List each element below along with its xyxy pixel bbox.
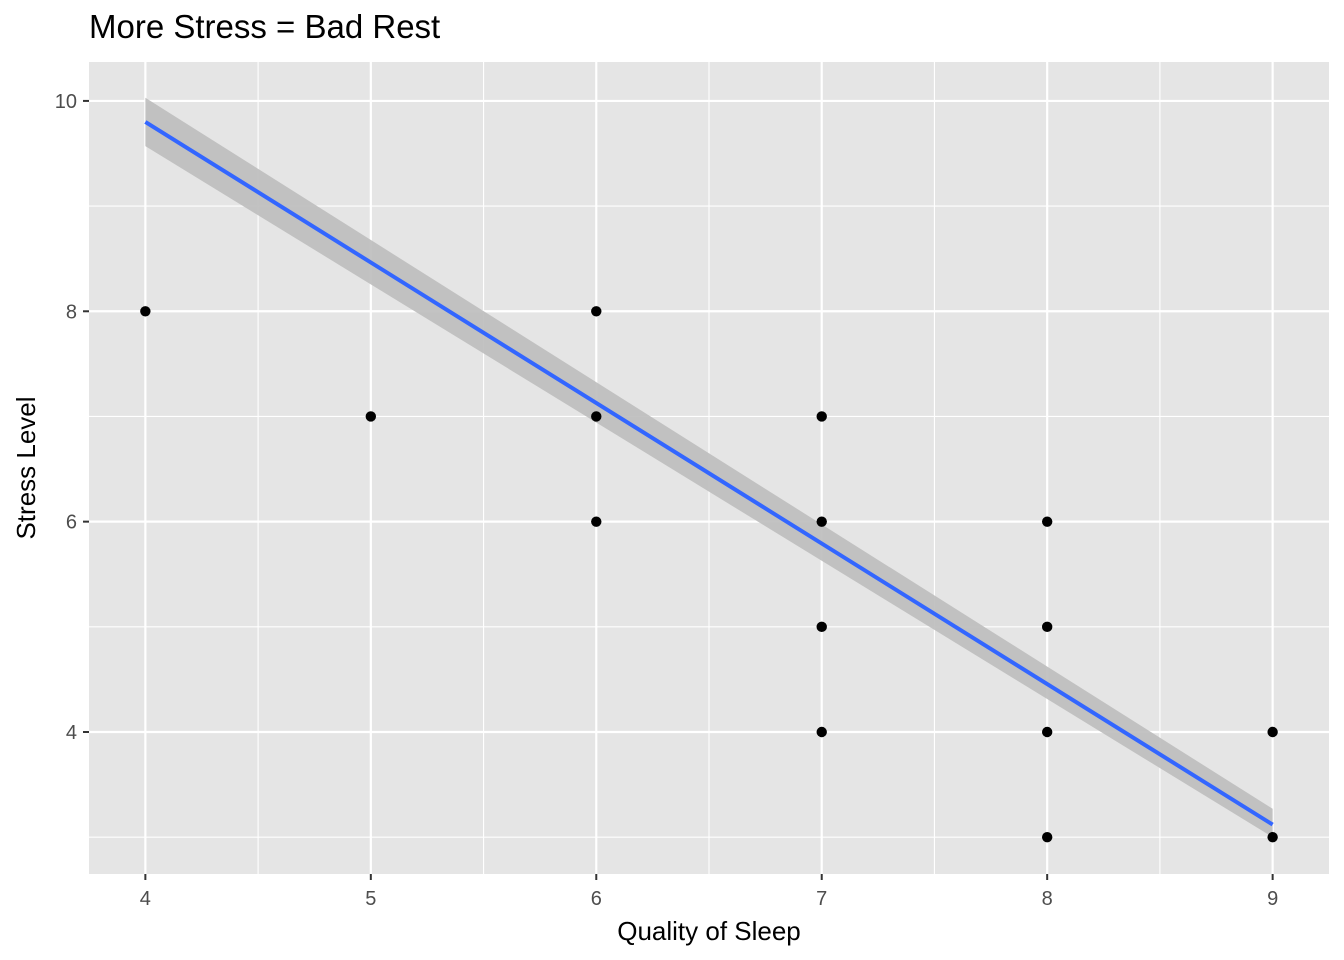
data-point [1041, 726, 1053, 738]
confidence-band [145, 97, 1273, 838]
grid-minor [89, 62, 1329, 874]
x-axis-title: Quality of Sleep [617, 916, 801, 946]
x-tick-label: 9 [1267, 888, 1278, 910]
data-point [591, 411, 602, 422]
y-axis-title: Stress Level [11, 396, 41, 539]
trend-line [144, 120, 1274, 827]
y-tick-label: 4 [66, 722, 77, 744]
confidence-band-layer [145, 97, 1273, 838]
data-point [591, 306, 602, 317]
data-point [1041, 831, 1053, 843]
data-point [1267, 726, 1278, 738]
data-point [816, 411, 827, 422]
y-tick-label: 10 [55, 91, 77, 113]
data-point [1041, 621, 1053, 633]
chart-title: More Stress = Bad Rest [89, 8, 441, 45]
x-tick-label: 8 [1042, 888, 1053, 910]
points-layer [140, 306, 1278, 843]
data-point [816, 621, 827, 633]
axes-layer: 4 5 6 7 8 9 4 6 8 10 [55, 91, 1278, 910]
data-point [816, 726, 827, 738]
data-point [1041, 516, 1053, 527]
data-point [816, 516, 827, 527]
trend-line-layer [144, 120, 1274, 827]
data-point [140, 306, 151, 317]
x-tick-label: 4 [140, 888, 151, 910]
data-point [365, 411, 377, 422]
data-point [591, 516, 602, 527]
y-tick-label: 8 [66, 301, 77, 323]
x-tick-label: 7 [816, 888, 827, 910]
x-tick-label: 5 [365, 888, 376, 910]
y-tick-label: 6 [66, 512, 77, 534]
data-point [1267, 831, 1278, 843]
x-tick-label: 6 [591, 888, 602, 910]
